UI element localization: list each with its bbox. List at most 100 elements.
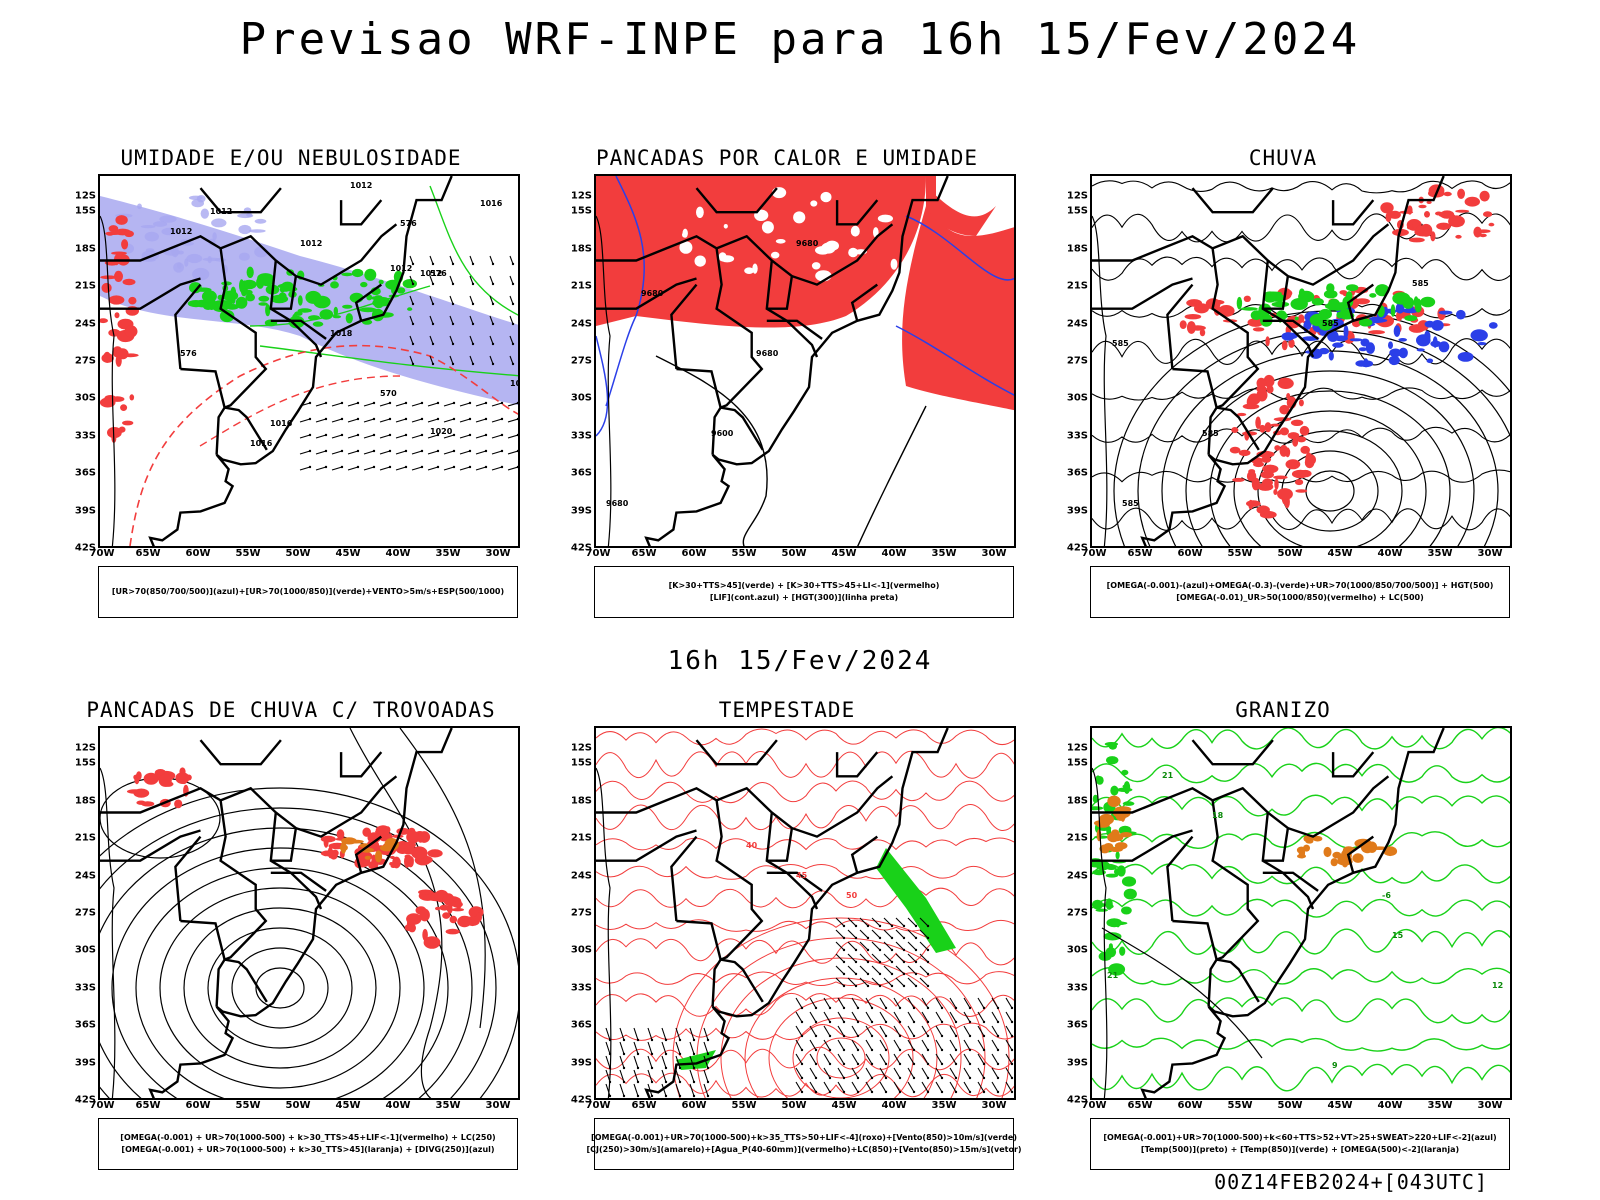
- wind-vector: [619, 1055, 625, 1069]
- wind-vector: [949, 997, 957, 1009]
- border-line: [215, 406, 226, 455]
- legend-box: [OMEGA(-0.001)-(azul)+OMEGA(-0.3)-(verde…: [1090, 566, 1510, 618]
- border-line: [766, 827, 794, 862]
- lat-tick-label: 27S: [570, 355, 592, 367]
- wind-vector: [865, 1025, 873, 1037]
- contour-line: [596, 1072, 1014, 1098]
- contour-line: [596, 864, 1014, 880]
- lon-axis: 70W 65W 60W 55W 50W 45W 40W 35W 30W: [586, 1100, 1016, 1114]
- wind-vector: [315, 434, 327, 439]
- wind-vector: [507, 402, 518, 407]
- lat-tick-label: 15S: [570, 757, 592, 769]
- wind-vector: [835, 953, 845, 963]
- lon-tick-label: 65W: [135, 548, 161, 559]
- lat-tick-label: 33S: [570, 982, 592, 994]
- contour-label: 576: [430, 269, 447, 278]
- wind-vector: [661, 1069, 667, 1083]
- wind-vector: [907, 1081, 915, 1093]
- wind-vector: [395, 450, 407, 455]
- wind-vector: [919, 965, 929, 975]
- wind-vector: [935, 997, 943, 1009]
- wind-vector: [851, 1011, 859, 1023]
- wind-vector: [859, 953, 869, 963]
- wind-vector: [835, 941, 845, 951]
- wind-vector: [315, 450, 327, 455]
- wind-vector: [837, 1039, 845, 1051]
- border-line: [354, 283, 383, 322]
- wind-vector: [907, 941, 917, 951]
- border-line: [835, 199, 879, 226]
- wind-vector: [459, 450, 471, 455]
- contour-line: [1092, 212, 1510, 243]
- wind-vector: [847, 953, 857, 963]
- wind-vector: [331, 418, 343, 423]
- legend-line-1: [OMEGA(-0.001)+UR>70(1000-500)+k<60+TTS>…: [1103, 1133, 1497, 1142]
- wind-vector: [921, 997, 929, 1009]
- wind-vector: [429, 335, 434, 345]
- wind-vector: [851, 1081, 859, 1093]
- wind-vector: [647, 1069, 653, 1083]
- wind-vector: [331, 434, 343, 439]
- lon-tick-label: 30W: [981, 548, 1007, 559]
- wind-vector: [331, 450, 343, 455]
- lon-tick-label: 30W: [485, 548, 511, 559]
- contour-line: [720, 957, 962, 1098]
- lon-tick-label: 30W: [485, 1100, 511, 1111]
- border-line: [1092, 234, 1260, 409]
- wind-vector: [661, 1041, 667, 1055]
- contour-label: 9680: [641, 289, 664, 298]
- border-line: [174, 283, 202, 370]
- lat-tick-label: 21S: [570, 280, 592, 292]
- wind-vector: [475, 434, 487, 439]
- wind-vector: [907, 1053, 915, 1065]
- contour-line: [1092, 256, 1510, 281]
- border-line: [1262, 275, 1290, 310]
- legend-box: [K>30+TTS>45](verde) + [K>30+TTS>45+LI<-…: [594, 566, 1014, 618]
- contour-label: 9680: [756, 349, 779, 358]
- legend-line-2: [OMEGA(-0.01)_UR>50(1000/850)(vermelho) …: [1176, 593, 1424, 602]
- wind-vector: [429, 315, 434, 325]
- wind-vector: [893, 1039, 901, 1051]
- wind-vector: [443, 418, 455, 423]
- contour-line: [1092, 180, 1510, 194]
- wind-vector: [363, 466, 375, 471]
- wind-vector: [703, 1041, 709, 1055]
- border-line: [1216, 958, 1260, 1003]
- contour-label: 576: [400, 219, 417, 228]
- border-line: [1092, 277, 1193, 310]
- wind-vector: [427, 466, 439, 471]
- wind-vector: [347, 466, 359, 471]
- lat-axis: 12S 15S 18S 21S 24S 27S 30S 33S 36S 39S 42S: [1048, 726, 1088, 1106]
- wind-vector: [489, 255, 494, 265]
- contour-label: 40: [746, 841, 758, 850]
- contour-label: 576: [180, 349, 197, 358]
- wind-vector: [469, 315, 474, 325]
- lon-tick-label: 40W: [1377, 548, 1403, 559]
- wind-vector: [809, 1081, 817, 1093]
- contour-label: 570: [380, 389, 397, 398]
- wind-vector: [703, 1069, 709, 1083]
- contour-label: 9680: [606, 499, 629, 508]
- contour-line: [1092, 967, 1510, 986]
- lon-tick-label: 70W: [89, 1100, 115, 1111]
- wind-vector: [429, 275, 434, 285]
- border-line: [596, 829, 697, 862]
- wind-vector: [883, 929, 893, 939]
- contour-line: [135, 867, 425, 1098]
- wind-vector: [795, 997, 803, 1009]
- lon-tick-label: 35W: [1427, 548, 1453, 559]
- contour-label: 585: [1122, 499, 1139, 508]
- border-line: [1262, 871, 1319, 892]
- contour-line: [159, 887, 401, 1089]
- lat-tick-label: 27S: [74, 907, 96, 919]
- lon-tick-label: 60W: [1177, 1100, 1203, 1111]
- lat-axis: 12S 15S 18S 21S 24S 27S 30S 33S 36S 39S 42S: [1048, 174, 1088, 554]
- contour-label: 21: [1162, 771, 1174, 780]
- lat-tick-label: 12S: [74, 742, 96, 754]
- contour-line: [1092, 898, 1510, 918]
- lat-tick-label: 24S: [1066, 318, 1088, 330]
- border-line: [339, 751, 383, 778]
- wind-vector: [315, 418, 327, 423]
- coastline: [1140, 176, 1445, 546]
- wind-vector: [443, 450, 455, 455]
